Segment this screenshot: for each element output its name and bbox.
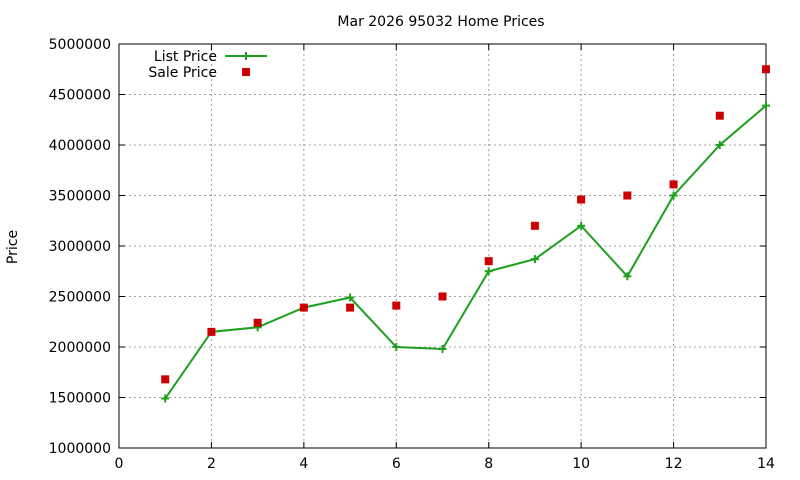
sale-price-point: [392, 301, 401, 310]
sale-price-point: [438, 292, 447, 301]
list-price-point: [161, 394, 170, 403]
sale-price-point: [161, 375, 170, 384]
sale-price-point: [346, 303, 355, 312]
legend-item-list-price: List Price: [154, 49, 267, 65]
y-axis-label: Price: [5, 230, 21, 264]
grid-lines: [119, 44, 766, 448]
x-tick-label: 2: [207, 456, 216, 472]
list-price-point: [530, 255, 539, 264]
plot-area-frame: [118, 43, 767, 449]
sale-price-point: [669, 180, 678, 189]
series-sale-price: [161, 65, 770, 384]
x-tick-label: 4: [299, 456, 308, 472]
y-tick-label: 3000000: [49, 239, 111, 255]
list-price-point: [438, 345, 447, 354]
y-tick-label: 1500000: [49, 391, 111, 407]
sale-price-point: [530, 221, 539, 230]
y-tick-label: 3500000: [49, 189, 111, 205]
sale-price-point: [623, 191, 632, 200]
list-price-point: [484, 267, 493, 276]
series-layer: [161, 65, 770, 403]
legend-swatch-marker: [242, 52, 250, 60]
list-price-point: [392, 343, 401, 351]
y-tick-label: 2500000: [49, 290, 111, 306]
list-price-point: [623, 272, 632, 281]
legend-item-sale-price: Sale Price: [148, 65, 250, 81]
x-tick-label: 10: [572, 456, 590, 472]
list-price-point: [762, 101, 770, 110]
list-price-point: [715, 141, 724, 149]
y-tick-label: 2000000: [49, 340, 111, 356]
sale-price-point: [762, 65, 770, 74]
sale-price-point: [577, 195, 586, 204]
x-tick-label: 12: [665, 456, 683, 472]
x-tick-label: 6: [392, 456, 401, 472]
list-price-point: [346, 293, 355, 302]
x-tick-label: 8: [484, 456, 493, 472]
sale-price-point: [299, 303, 308, 312]
x-tick-label: 14: [757, 456, 775, 472]
series-list-price: [161, 101, 770, 403]
y-tick-label: 4500000: [49, 88, 111, 104]
x-tick-label: 0: [115, 456, 124, 472]
sale-price-point: [484, 257, 493, 266]
sale-price-point: [207, 327, 216, 336]
legend-label: Sale Price: [148, 65, 217, 81]
list-price-point: [669, 191, 678, 200]
chart-title: Mar 2026 95032 Home Prices: [337, 14, 544, 30]
list-price-line: [164, 104, 767, 400]
legend-swatch-marker: [242, 68, 250, 76]
list-price-point: [577, 221, 586, 230]
y-tick-label: 1000000: [49, 441, 111, 457]
sale-price-point: [253, 318, 262, 327]
y-tick-label: 4000000: [49, 138, 111, 154]
sale-price-point: [715, 111, 724, 120]
y-tick-label: 5000000: [49, 37, 111, 53]
axis-ticks: 0 2 4 6 8 10 12 14 1000000 1500000 2000000 2500000 3…: [49, 37, 775, 472]
legend-label: List Price: [154, 49, 217, 65]
